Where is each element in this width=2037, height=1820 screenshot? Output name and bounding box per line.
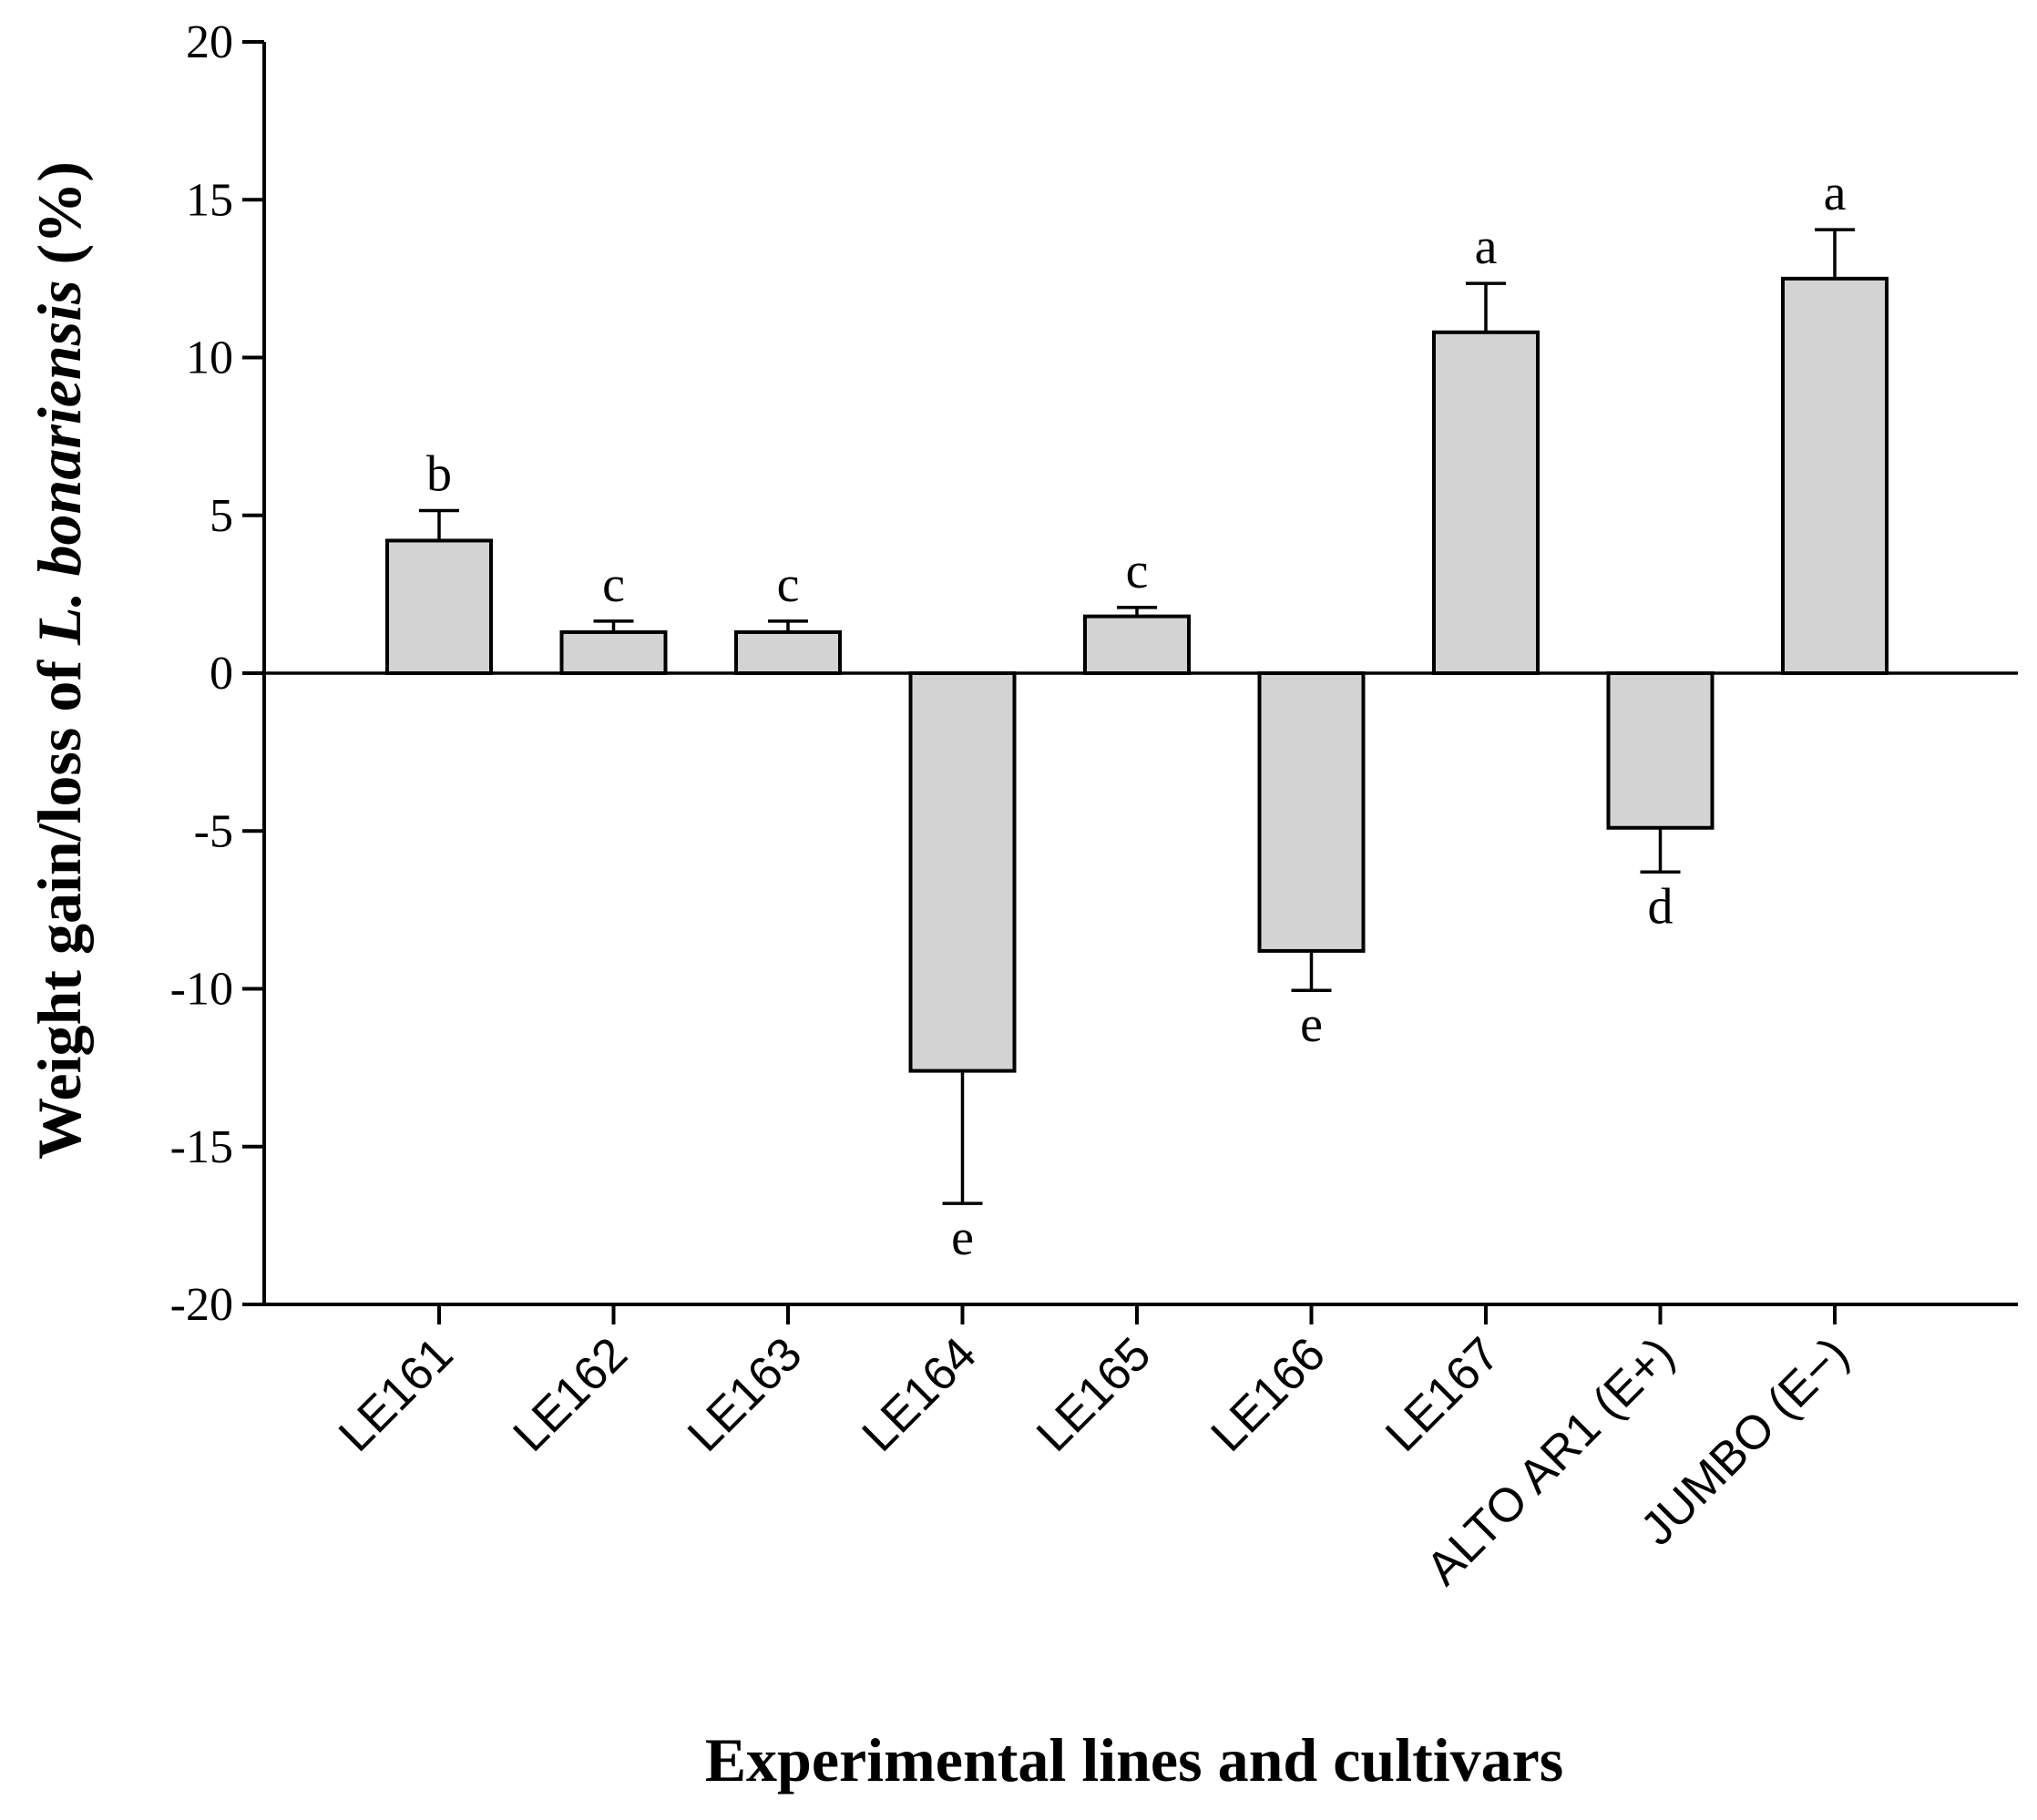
y-tick-label: 10 <box>186 332 233 384</box>
significance-letter: c <box>777 557 800 613</box>
bar <box>734 629 842 676</box>
bar <box>1083 614 1191 676</box>
y-axis-title-prefix: Weight gain/loss of <box>25 645 94 1160</box>
bar <box>1432 330 1540 675</box>
y-axis-title: Weight gain/loss of L. bonariensis (%) <box>25 161 94 1160</box>
bar <box>1781 276 1889 675</box>
x-tick-label: LE164 <box>853 1327 987 1461</box>
significance-letter: a <box>1824 165 1847 221</box>
significance-letter: c <box>602 557 625 613</box>
y-axis-title-italic: L. bonariensis <box>25 280 94 646</box>
bar <box>1606 671 1715 830</box>
bar <box>385 538 493 675</box>
significance-letter: a <box>1475 219 1498 275</box>
bar <box>559 629 668 676</box>
x-tick-label: LE166 <box>1202 1327 1336 1461</box>
y-tick-label: -15 <box>170 1121 233 1173</box>
significance-letter: d <box>1648 878 1674 935</box>
x-tick-label: LE165 <box>1027 1327 1161 1461</box>
bar <box>908 671 1017 1073</box>
y-tick-label: -20 <box>170 1279 233 1331</box>
x-tick-label: LE161 <box>329 1327 463 1461</box>
bar <box>1257 671 1366 953</box>
y-tick-label: -10 <box>170 964 233 1016</box>
significance-letter: e <box>951 1210 974 1266</box>
x-tick-label: LE163 <box>678 1327 812 1461</box>
significance-letter: b <box>426 446 452 503</box>
x-axis-title: Experimental lines and cultivars <box>705 1725 1564 1794</box>
y-axis-title-suffix: (%) <box>25 161 94 280</box>
bars <box>385 228 1889 1205</box>
y-tick-label: 5 <box>210 490 233 542</box>
y-tick-label: -5 <box>194 805 233 857</box>
y-tick-label: 0 <box>210 648 233 700</box>
x-tick-label: LE167 <box>1376 1327 1510 1461</box>
significance-letter: c <box>1126 543 1149 599</box>
y-tick-label: 15 <box>186 174 233 226</box>
significance-letter: e <box>1300 997 1323 1053</box>
x-tick-label: LE162 <box>504 1327 638 1461</box>
y-tick-label: 20 <box>186 16 233 68</box>
axes <box>242 40 2018 1324</box>
